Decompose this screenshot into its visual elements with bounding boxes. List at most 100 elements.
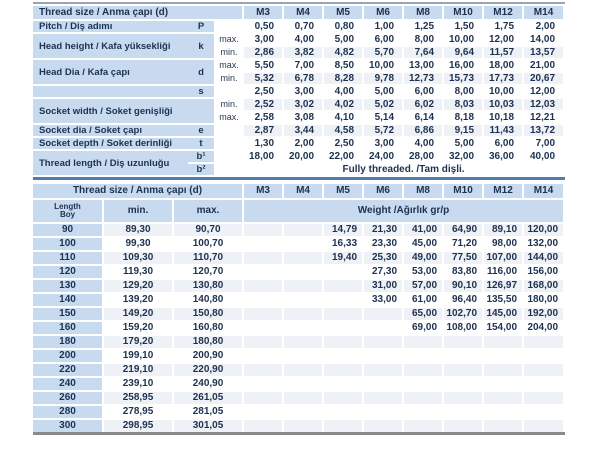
weight-value bbox=[442, 418, 484, 432]
dimension-row: s 2,50 3,00 4,00 5,00 6,00 8,00 10,00 12,00 bbox=[33, 84, 564, 98]
dimension-value: 4,10 bbox=[322, 110, 364, 124]
weight-value: 96,40 bbox=[442, 292, 484, 307]
weight-value: 156,00 bbox=[522, 264, 564, 279]
dimension-value: 8,00 bbox=[442, 84, 484, 98]
max-value: 140,80 bbox=[171, 292, 244, 307]
weight-row: 180 179,20 180,80 bbox=[33, 334, 564, 349]
dimension-value: 4,58 bbox=[322, 123, 364, 137]
weight-value: 23,30 bbox=[362, 236, 404, 251]
weight-value: 83,80 bbox=[442, 264, 484, 279]
dimension-value: 10,03 bbox=[482, 97, 524, 111]
dimension-value: 13,72 bbox=[522, 123, 564, 137]
dimension-value: 5,32 bbox=[242, 71, 284, 85]
row-label: Head Dia / Kafa çapı bbox=[33, 58, 188, 85]
dimension-value: 36,00 bbox=[482, 149, 524, 163]
weight-value bbox=[362, 362, 404, 377]
weight-row: 260 258,95 261,05 bbox=[33, 390, 564, 405]
weight-value bbox=[522, 348, 564, 363]
bottom-rule bbox=[33, 432, 565, 435]
weight-value bbox=[322, 376, 364, 391]
dimension-value: 4,02 bbox=[322, 97, 364, 111]
row-label: Socket dia / Soket çapı bbox=[33, 123, 188, 137]
length-column-header: Length Boy bbox=[33, 198, 103, 223]
weight-value bbox=[282, 250, 324, 265]
dimension-value: 4,00 bbox=[282, 32, 324, 46]
weight-value bbox=[522, 376, 564, 391]
weight-value bbox=[522, 334, 564, 349]
weight-value bbox=[402, 362, 444, 377]
weight-value bbox=[482, 390, 524, 405]
weight-value: 65,00 bbox=[402, 306, 444, 321]
spec-sheet-page: Thread size / Anma çapı (d) M3 M4 M5 M6 … bbox=[33, 0, 565, 435]
weight-value: 126,97 bbox=[482, 278, 524, 293]
weight-value bbox=[242, 362, 284, 377]
weight-value: 192,00 bbox=[522, 306, 564, 321]
weight-value bbox=[322, 264, 364, 279]
dimension-value: 17,73 bbox=[482, 71, 524, 85]
weight-value bbox=[282, 404, 324, 419]
weight-value bbox=[482, 362, 524, 377]
weight-value bbox=[242, 222, 284, 237]
row-subtype bbox=[213, 149, 244, 163]
dimension-value: 5,00 bbox=[362, 84, 404, 98]
row-subtype: max. bbox=[213, 110, 244, 124]
max-value: 240,90 bbox=[171, 376, 244, 391]
size-header: M12 bbox=[482, 182, 524, 199]
dimension-value: 12,03 bbox=[522, 97, 564, 111]
dimension-value: 12,73 bbox=[402, 71, 444, 85]
dimension-value: 16,00 bbox=[442, 58, 484, 72]
weight-value: 116,00 bbox=[482, 264, 524, 279]
row-subtype: max. bbox=[213, 58, 244, 72]
row-label bbox=[33, 84, 188, 98]
dimension-row: max. 2,58 3,08 4,10 5,14 6,14 8,18 10,18 12,21 bbox=[33, 110, 564, 124]
dimension-value: 2,52 bbox=[242, 97, 284, 111]
dimension-value: 10,00 bbox=[362, 58, 404, 72]
weight-value: 154,00 bbox=[482, 320, 524, 335]
row-subtype: min. bbox=[213, 71, 244, 85]
dimension-value: 32,00 bbox=[442, 149, 484, 163]
size-header: M8 bbox=[402, 4, 444, 20]
dimension-value: 10,00 bbox=[442, 32, 484, 46]
length-value: 200 bbox=[33, 348, 103, 363]
weight-value bbox=[242, 292, 284, 307]
dimension-value: 3,02 bbox=[282, 97, 324, 111]
dimension-value: 8,50 bbox=[322, 58, 364, 72]
weight-value: 90,10 bbox=[442, 278, 484, 293]
weight-row: 150 149,20 150,80 65,00 102,70 145,00 192,00 bbox=[33, 306, 564, 321]
weight-value: 45,00 bbox=[402, 236, 444, 251]
weight-value bbox=[282, 292, 324, 307]
dimension-value: 3,00 bbox=[362, 136, 404, 150]
row-subtype: max. bbox=[213, 32, 244, 46]
table-divider-rule bbox=[33, 177, 565, 180]
weight-value: 145,00 bbox=[482, 306, 524, 321]
weight-value bbox=[362, 390, 404, 405]
length-value: 100 bbox=[33, 236, 103, 251]
max-value: 100,70 bbox=[171, 236, 244, 251]
weight-value: 61,00 bbox=[402, 292, 444, 307]
row-symbol: s bbox=[188, 84, 215, 98]
weight-value: 64,90 bbox=[442, 222, 484, 237]
weights-header-row: Thread size / Anma çapı (d) M3 M4 M5 M6 … bbox=[33, 182, 564, 199]
weight-value: 108,00 bbox=[442, 320, 484, 335]
weight-value: 144,00 bbox=[522, 250, 564, 265]
weight-value: 168,00 bbox=[522, 278, 564, 293]
dimension-value: 1,30 bbox=[242, 136, 284, 150]
dimension-value: 2,50 bbox=[242, 84, 284, 98]
dimension-value: 13,57 bbox=[522, 45, 564, 59]
weight-value bbox=[242, 404, 284, 419]
weight-value bbox=[322, 320, 364, 335]
weight-value bbox=[242, 376, 284, 391]
weight-value bbox=[442, 334, 484, 349]
weight-value: 33,00 bbox=[362, 292, 404, 307]
dimension-value: 8,28 bbox=[322, 71, 364, 85]
weight-value bbox=[402, 418, 444, 432]
weight-value bbox=[402, 334, 444, 349]
weight-row: 120 119,30 120,70 27,30 53,00 83,80 116,00 156,… bbox=[33, 264, 564, 279]
weight-value bbox=[242, 418, 284, 432]
dimension-value: 4,00 bbox=[402, 136, 444, 150]
weight-value: 71,20 bbox=[442, 236, 484, 251]
weights-table: Thread size / Anma çapı (d) M3 M4 M5 M6 … bbox=[33, 182, 564, 432]
row-subtype bbox=[213, 19, 244, 33]
weight-value bbox=[402, 404, 444, 419]
max-value: 281,05 bbox=[171, 404, 244, 419]
